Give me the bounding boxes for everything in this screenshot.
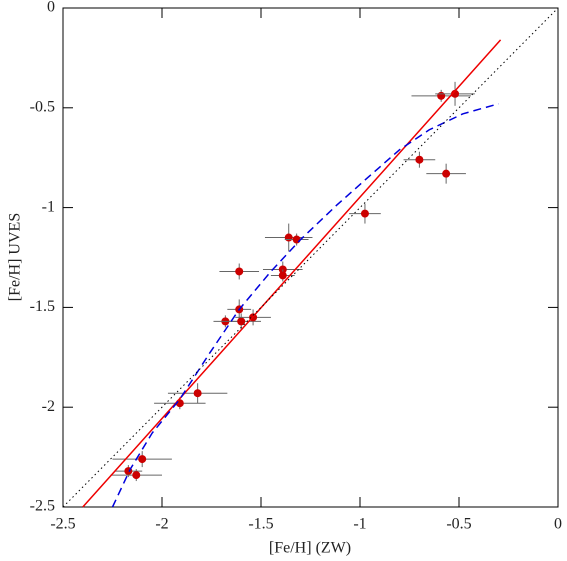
data-point xyxy=(437,91,446,100)
y-tick-label: -0.5 xyxy=(30,98,55,115)
fit-line xyxy=(62,7,559,508)
x-axis-label: [Fe/H] (ZW) xyxy=(269,540,351,557)
data-point xyxy=(237,317,246,326)
x-tick-label: -1 xyxy=(353,516,366,533)
data-point xyxy=(132,471,141,480)
data-point xyxy=(193,389,202,398)
y-tick-label: 0 xyxy=(47,0,55,16)
data-point xyxy=(451,89,460,98)
fit-line xyxy=(82,39,502,508)
data-point xyxy=(235,267,244,276)
x-tick-label: -2.5 xyxy=(50,516,75,533)
y-tick-label: -1 xyxy=(42,198,55,215)
data-point xyxy=(360,209,369,218)
data-point xyxy=(138,455,147,464)
data-point xyxy=(284,233,293,242)
data-point xyxy=(442,169,451,178)
data-point xyxy=(278,271,287,280)
y-tick-label: -2 xyxy=(42,398,55,415)
x-tick-label: 0 xyxy=(554,516,562,533)
y-tick-label: -2.5 xyxy=(30,498,55,515)
x-tick-label: -1.5 xyxy=(248,516,273,533)
y-tick-label: -1.5 xyxy=(30,298,55,315)
x-tick-label: -0.5 xyxy=(446,516,471,533)
data-point xyxy=(292,235,301,244)
fit-line xyxy=(111,103,499,508)
x-tick-label: -2 xyxy=(155,516,168,533)
plot-frame xyxy=(62,7,559,508)
data-point xyxy=(415,155,424,164)
y-axis-label: [Fe/H] UVES xyxy=(7,213,24,301)
